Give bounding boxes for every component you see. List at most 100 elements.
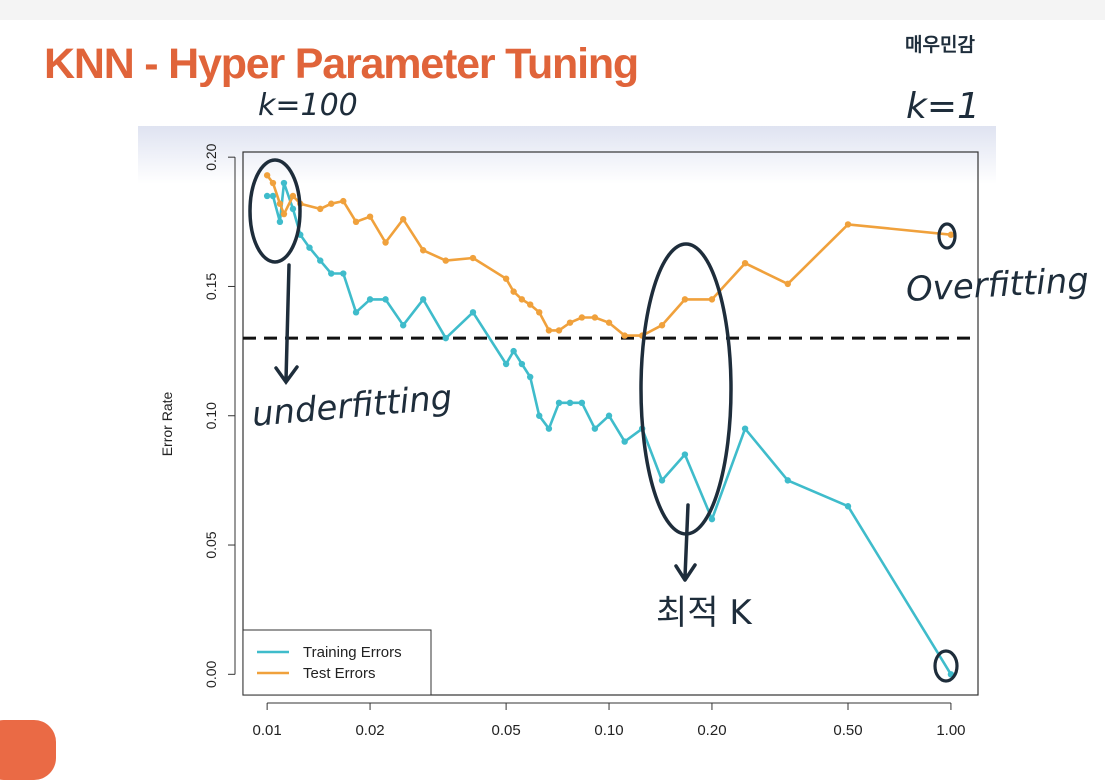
training-errors-point xyxy=(621,438,628,445)
test-errors-point xyxy=(566,319,574,326)
test-errors-point xyxy=(269,179,277,187)
test-errors-point xyxy=(578,314,586,321)
underfitting-circle-mark xyxy=(248,158,302,264)
test-errors-point xyxy=(366,213,374,220)
training-errors-point xyxy=(366,296,374,303)
header-band xyxy=(138,126,996,184)
training-errors-point xyxy=(306,244,313,251)
test-errors-point xyxy=(545,327,553,334)
training-errors-point xyxy=(502,360,510,368)
training-errors-point xyxy=(681,451,689,458)
error-rate-chart: 0.00 0.05 0.10 0.15 0.20 0.01 0.02 0.05 0.10 0.20… xyxy=(159,143,979,739)
training-errors-point xyxy=(518,360,526,368)
test-errors-point xyxy=(280,210,288,218)
test-errors-point xyxy=(442,257,449,264)
test-errors-point xyxy=(658,322,666,329)
test-errors-line xyxy=(266,174,952,337)
y-tick-label: 0.10 xyxy=(203,402,219,429)
test-errors-point xyxy=(317,205,324,213)
test-errors-point xyxy=(399,216,407,223)
training-errors-point xyxy=(399,322,407,329)
x-tick-label: 0.20 xyxy=(697,722,726,739)
slide-top-bar xyxy=(0,0,1105,20)
test-errors-point xyxy=(555,327,563,334)
test-errors-point xyxy=(340,197,347,205)
test-errors-point xyxy=(605,319,613,326)
overfitting-circle-mark xyxy=(937,222,957,250)
test-errors-point xyxy=(947,231,955,238)
training-errors-point xyxy=(578,399,586,407)
training-errors-point xyxy=(741,425,749,432)
slide-title: KNN - Hyper Parameter Tuning xyxy=(44,40,639,88)
training-errors-point xyxy=(844,503,852,510)
training-errors-point xyxy=(545,425,553,432)
optimal-k-arrow xyxy=(674,503,697,582)
legend-label: Training Errors xyxy=(303,644,402,661)
training-errors-point xyxy=(289,205,297,213)
training-errors-point xyxy=(658,477,666,484)
x-tick-label: 0.10 xyxy=(594,722,623,739)
x-tick-label: 0.50 xyxy=(833,722,862,739)
test-errors-point xyxy=(276,200,284,207)
training-errors-point xyxy=(591,425,599,432)
annotation-korean-sensitive: 매우민감 xyxy=(905,34,975,56)
test-errors-point xyxy=(263,172,271,179)
training-errors-point xyxy=(442,334,449,342)
training-errors-point xyxy=(269,192,277,200)
training-errors-point xyxy=(352,309,360,316)
annotation-k-right: k=1 xyxy=(906,86,980,127)
test-errors-point xyxy=(382,239,389,246)
test-errors-point xyxy=(536,309,543,316)
training-errors-point xyxy=(276,218,284,226)
training-errors-point xyxy=(317,257,324,264)
training-errors-point xyxy=(605,412,613,419)
training-errors-point xyxy=(469,309,477,316)
optimal-k-circle-mark xyxy=(639,242,733,536)
training-errors-point xyxy=(263,192,271,200)
test-errors-point xyxy=(708,296,716,303)
y-tick-label: 0.00 xyxy=(203,660,219,687)
test-errors-point xyxy=(518,296,526,303)
underfitting-arrow xyxy=(274,263,299,385)
training-errors-point xyxy=(382,296,389,303)
training-errors-point xyxy=(784,477,791,484)
legend-label: Test Errors xyxy=(303,665,376,682)
training-errors-point xyxy=(526,373,534,381)
test-errors-point xyxy=(352,218,360,226)
test-errors-point xyxy=(510,288,517,295)
training-errors-point xyxy=(328,270,335,277)
test-errors-point xyxy=(591,314,599,321)
test-errors-point xyxy=(289,192,297,200)
training-errors-point xyxy=(280,179,288,187)
training-errors-line xyxy=(267,181,953,675)
training-errors-point xyxy=(419,296,427,303)
test-errors-point xyxy=(419,247,427,254)
y-axis-label: Error Rate xyxy=(159,392,175,457)
test-errors-point xyxy=(502,275,510,282)
test-errors-point xyxy=(526,301,534,308)
training-errors-point xyxy=(555,399,563,407)
y-tick-label: 0.20 xyxy=(203,143,219,170)
y-tick-label: 0.15 xyxy=(203,273,219,300)
training-errors-point xyxy=(510,347,517,355)
training-errors-point xyxy=(566,399,574,407)
annotation-k-left: k=100 xyxy=(258,88,358,123)
x-tick-label: 0.01 xyxy=(253,722,282,739)
legend-box xyxy=(242,629,432,696)
test-errors-point xyxy=(681,296,689,303)
x-tick-label: 0.02 xyxy=(355,722,384,739)
x-tick-label: 1.00 xyxy=(936,722,965,739)
test-errors-point xyxy=(469,254,477,262)
training-errors-point xyxy=(708,515,716,523)
plot-frame xyxy=(242,151,979,696)
annotation-optimal-k: 최적 K xyxy=(656,593,752,633)
training-errors-point xyxy=(340,270,347,277)
test-errors-point xyxy=(328,200,335,207)
y-tick-label: 0.05 xyxy=(203,531,219,558)
test-errors-point xyxy=(621,332,628,339)
corner-accent xyxy=(0,720,56,780)
x-tick-label: 0.05 xyxy=(492,722,521,739)
training-errors-point xyxy=(536,412,543,419)
test-errors-point xyxy=(741,259,749,267)
test-errors-point xyxy=(844,221,852,228)
